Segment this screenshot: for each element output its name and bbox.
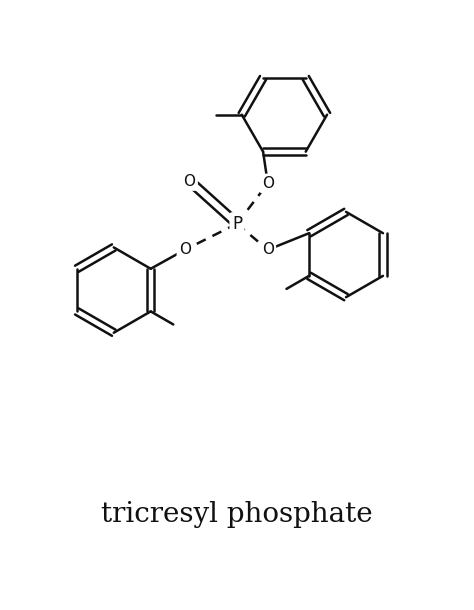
Text: P: P — [232, 215, 242, 233]
Text: alamy: alamy — [19, 583, 66, 597]
Text: O: O — [262, 242, 274, 257]
Text: O: O — [262, 176, 274, 191]
Text: O: O — [183, 174, 196, 188]
Text: Image ID: 2HFGP98: Image ID: 2HFGP98 — [370, 580, 444, 589]
Text: www.alamy.com: www.alamy.com — [370, 594, 431, 603]
Text: tricresyl phosphate: tricresyl phosphate — [101, 501, 373, 528]
Text: O: O — [179, 242, 191, 257]
